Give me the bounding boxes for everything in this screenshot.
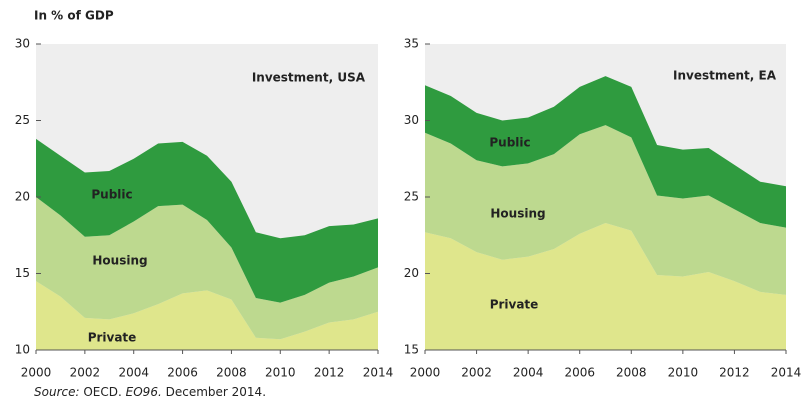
y-tick-label: 10 bbox=[15, 343, 30, 357]
y-tick-label: 15 bbox=[15, 266, 30, 280]
source-part: Source: bbox=[34, 385, 80, 399]
x-tick-label: 2010 bbox=[265, 366, 296, 380]
y-tick-label: 20 bbox=[404, 266, 419, 280]
x-tick-label: 2000 bbox=[21, 366, 52, 380]
x-tick-label: 2008 bbox=[216, 366, 247, 380]
x-tick-label: 2002 bbox=[461, 366, 492, 380]
y-tick-label: 30 bbox=[404, 113, 419, 127]
series-label: Housing bbox=[92, 254, 147, 268]
series-label: Private bbox=[88, 331, 137, 345]
y-tick-label: 35 bbox=[404, 37, 419, 51]
series-label: Private bbox=[490, 298, 539, 312]
x-tick-label: 2004 bbox=[513, 366, 544, 380]
y-tick-label: 15 bbox=[404, 343, 419, 357]
x-tick-label: 2008 bbox=[616, 366, 647, 380]
x-tick-label: 2012 bbox=[719, 366, 750, 380]
x-tick-label: 2006 bbox=[564, 366, 595, 380]
area bbox=[425, 76, 786, 228]
x-tick-label: 2014 bbox=[771, 366, 802, 380]
x-tick-label: 2000 bbox=[410, 366, 441, 380]
area bbox=[425, 125, 786, 295]
x-tick-label: 2012 bbox=[314, 366, 345, 380]
y-tick-label: 30 bbox=[15, 37, 30, 51]
y-tick-label: 20 bbox=[15, 190, 30, 204]
chart-title: Investment, EA bbox=[673, 69, 777, 83]
x-tick-label: 2006 bbox=[167, 366, 198, 380]
y-tick-label: 25 bbox=[404, 190, 419, 204]
series-label: Public bbox=[91, 188, 132, 202]
source-note: Source: OECD. EO96. December 2014. bbox=[34, 385, 266, 399]
area bbox=[425, 223, 786, 350]
y-axis-label: In % of GDP bbox=[34, 9, 114, 23]
source-part: OECD. bbox=[83, 385, 121, 399]
source-part: December 2014. bbox=[166, 385, 266, 399]
series-label: Housing bbox=[490, 207, 545, 221]
x-tick-label: 2010 bbox=[668, 366, 699, 380]
x-tick-label: 2014 bbox=[363, 366, 394, 380]
y-tick-label: 25 bbox=[15, 113, 30, 127]
chart-title: Investment, USA bbox=[252, 71, 366, 85]
area bbox=[36, 281, 378, 350]
source-part: EO96. bbox=[126, 385, 162, 399]
area bbox=[36, 138, 378, 303]
x-tick-label: 2002 bbox=[70, 366, 101, 380]
series-label: Public bbox=[489, 136, 530, 150]
x-tick-label: 2004 bbox=[118, 366, 149, 380]
area bbox=[36, 197, 378, 340]
